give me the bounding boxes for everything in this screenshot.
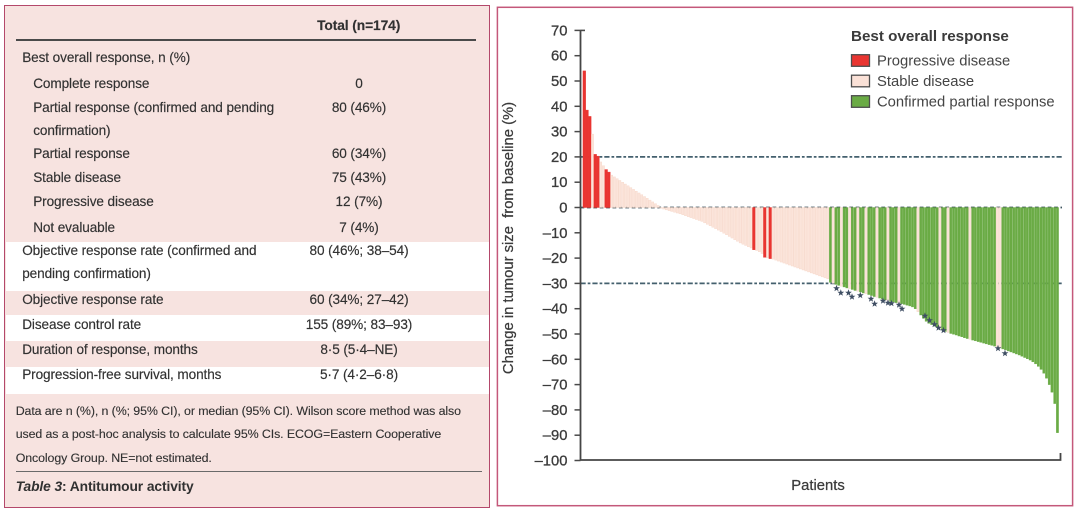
svg-text:–70: –70 (543, 378, 568, 394)
svg-text:Progressive disease: Progressive disease (877, 54, 1010, 70)
svg-text:–10: –10 (543, 226, 568, 242)
svg-text:0: 0 (559, 201, 567, 217)
svg-text:Change in tumour size from ba: Change in tumour size from baseline (%) (501, 102, 517, 374)
svg-text:30: 30 (551, 125, 567, 141)
svg-text:–20: –20 (543, 251, 568, 267)
svg-text:–90: –90 (543, 428, 568, 444)
svg-text:60: 60 (551, 49, 567, 65)
svg-text:50: 50 (551, 74, 567, 90)
svg-text:–40: –40 (543, 302, 568, 318)
svg-text:–60: –60 (543, 352, 568, 368)
svg-text:70: 70 (551, 23, 567, 39)
svg-text:40: 40 (551, 99, 567, 115)
svg-text:–30: –30 (543, 276, 568, 292)
svg-text:Patients: Patients (791, 478, 844, 494)
svg-text:Confirmed partial response: Confirmed partial response (877, 95, 1055, 111)
svg-text:–100: –100 (535, 454, 568, 470)
svg-text:–50: –50 (543, 327, 568, 343)
svg-text:Best overall response: Best overall response (851, 28, 1009, 45)
svg-text:20: 20 (551, 150, 567, 166)
svg-text:–80: –80 (543, 403, 568, 419)
svg-text:10: 10 (551, 175, 567, 191)
svg-text:Stable disease: Stable disease (877, 74, 974, 90)
